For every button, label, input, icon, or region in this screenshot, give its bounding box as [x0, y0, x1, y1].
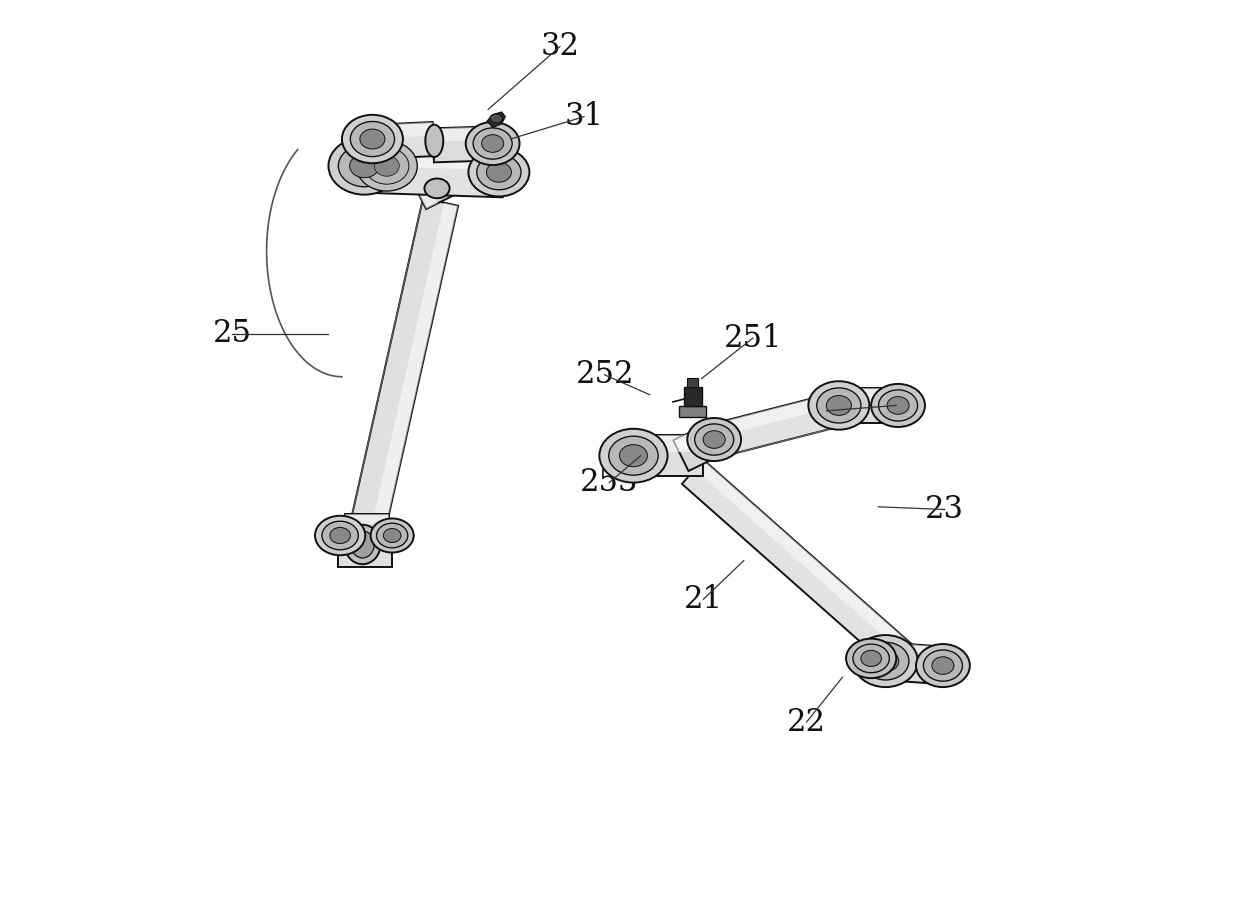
Polygon shape: [694, 460, 923, 663]
Polygon shape: [839, 388, 898, 402]
Ellipse shape: [356, 141, 418, 191]
Ellipse shape: [377, 523, 408, 548]
Ellipse shape: [383, 528, 401, 543]
Ellipse shape: [425, 125, 443, 157]
Ellipse shape: [365, 148, 409, 184]
Ellipse shape: [329, 137, 401, 195]
Ellipse shape: [924, 650, 962, 681]
Ellipse shape: [469, 148, 529, 196]
Polygon shape: [487, 112, 505, 127]
Ellipse shape: [374, 156, 399, 176]
Text: 22: 22: [787, 707, 826, 737]
Ellipse shape: [703, 431, 725, 448]
Polygon shape: [883, 642, 947, 662]
Ellipse shape: [351, 531, 374, 558]
Ellipse shape: [862, 642, 909, 680]
Polygon shape: [694, 389, 852, 441]
Ellipse shape: [687, 418, 742, 461]
Ellipse shape: [826, 396, 852, 415]
Bar: [687, 378, 698, 387]
Ellipse shape: [932, 657, 954, 675]
Polygon shape: [417, 177, 455, 209]
Ellipse shape: [339, 145, 391, 187]
Ellipse shape: [360, 129, 384, 149]
Ellipse shape: [861, 650, 882, 666]
Text: 252: 252: [575, 360, 634, 390]
Ellipse shape: [330, 527, 351, 544]
Ellipse shape: [808, 381, 869, 430]
Polygon shape: [673, 424, 722, 471]
Polygon shape: [372, 203, 458, 526]
Ellipse shape: [481, 135, 503, 152]
Ellipse shape: [887, 396, 909, 414]
Ellipse shape: [466, 122, 520, 165]
Polygon shape: [339, 540, 392, 551]
Text: 25: 25: [213, 318, 252, 349]
Polygon shape: [351, 198, 458, 526]
Text: 24: 24: [877, 390, 915, 421]
Ellipse shape: [477, 154, 521, 190]
Ellipse shape: [846, 639, 897, 678]
Ellipse shape: [599, 429, 667, 483]
Text: 23: 23: [925, 494, 965, 525]
Polygon shape: [636, 435, 703, 451]
Text: 253: 253: [580, 467, 639, 498]
Polygon shape: [339, 540, 392, 567]
Text: 21: 21: [684, 584, 723, 614]
Text: 32: 32: [541, 31, 579, 62]
Polygon shape: [673, 424, 713, 453]
Ellipse shape: [694, 424, 734, 455]
Ellipse shape: [474, 128, 512, 159]
Ellipse shape: [371, 518, 414, 553]
Polygon shape: [376, 122, 434, 159]
Polygon shape: [345, 514, 389, 539]
Bar: [683, 387, 702, 406]
Ellipse shape: [351, 121, 394, 157]
Ellipse shape: [424, 179, 450, 198]
Ellipse shape: [916, 644, 970, 687]
Polygon shape: [345, 514, 389, 524]
Polygon shape: [882, 642, 947, 684]
Ellipse shape: [350, 154, 379, 178]
Text: 31: 31: [564, 101, 604, 132]
Polygon shape: [417, 186, 438, 209]
Ellipse shape: [315, 516, 366, 555]
Ellipse shape: [342, 115, 403, 163]
Text: 251: 251: [723, 323, 782, 353]
Ellipse shape: [853, 644, 889, 673]
Ellipse shape: [817, 388, 861, 423]
Polygon shape: [636, 435, 703, 476]
Polygon shape: [370, 148, 505, 170]
Polygon shape: [376, 122, 433, 138]
Ellipse shape: [620, 445, 647, 466]
Ellipse shape: [872, 384, 925, 427]
Polygon shape: [694, 389, 857, 461]
Ellipse shape: [490, 114, 502, 123]
Polygon shape: [433, 126, 490, 142]
Polygon shape: [682, 460, 923, 677]
Polygon shape: [839, 388, 898, 423]
Ellipse shape: [853, 635, 918, 687]
Ellipse shape: [609, 436, 658, 475]
Ellipse shape: [486, 162, 511, 182]
Ellipse shape: [345, 525, 381, 564]
Polygon shape: [368, 148, 505, 197]
Ellipse shape: [872, 650, 899, 672]
Polygon shape: [433, 126, 491, 162]
Ellipse shape: [879, 390, 918, 421]
Bar: [680, 406, 706, 417]
Ellipse shape: [322, 521, 358, 550]
